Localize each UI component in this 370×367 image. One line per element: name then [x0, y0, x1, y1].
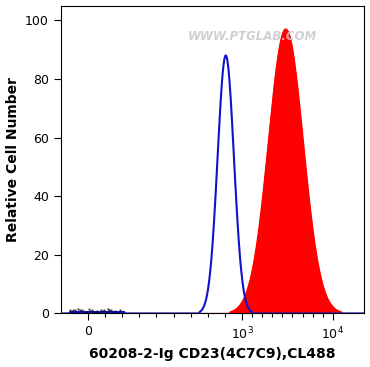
- Point: [103, 309, 109, 315]
- Point: [88, 308, 94, 313]
- Point: [108, 307, 114, 313]
- Point: [101, 307, 107, 313]
- Point: [91, 309, 97, 315]
- Text: WWW.PTGLAB.COM: WWW.PTGLAB.COM: [188, 30, 317, 43]
- Point: [92, 309, 98, 315]
- Point: [74, 310, 80, 316]
- Point: [94, 308, 100, 314]
- Point: [77, 307, 83, 313]
- Point: [100, 308, 105, 314]
- Point: [68, 309, 74, 315]
- X-axis label: 60208-2-Ig CD23(4C7C9),CL488: 60208-2-Ig CD23(4C7C9),CL488: [90, 348, 336, 361]
- Point: [96, 310, 102, 316]
- Point: [117, 308, 123, 313]
- Point: [105, 306, 111, 312]
- Point: [81, 310, 87, 316]
- Point: [107, 306, 112, 312]
- Point: [84, 309, 90, 315]
- Point: [115, 310, 121, 316]
- Point: [67, 307, 73, 313]
- Point: [112, 309, 118, 315]
- Y-axis label: Relative Cell Number: Relative Cell Number: [6, 77, 20, 242]
- Point: [72, 308, 78, 313]
- Point: [70, 307, 76, 313]
- Point: [98, 307, 104, 313]
- Point: [75, 306, 81, 312]
- Point: [86, 306, 92, 312]
- Point: [89, 307, 95, 313]
- Point: [83, 309, 88, 315]
- Point: [113, 310, 119, 316]
- Point: [79, 307, 85, 313]
- Point: [110, 310, 116, 316]
